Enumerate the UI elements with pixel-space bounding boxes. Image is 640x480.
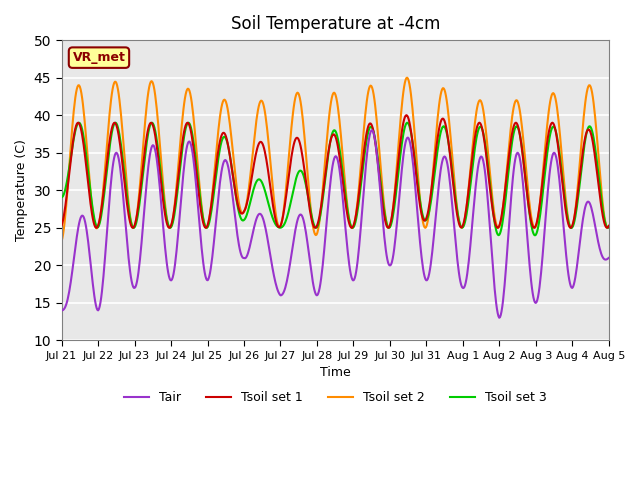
Legend: Tair, Tsoil set 1, Tsoil set 2, Tsoil set 3: Tair, Tsoil set 1, Tsoil set 2, Tsoil se… [119,386,551,409]
Y-axis label: Temperature (C): Temperature (C) [15,139,28,241]
Title: Soil Temperature at -4cm: Soil Temperature at -4cm [230,15,440,33]
Text: VR_met: VR_met [72,51,125,64]
X-axis label: Time: Time [320,366,351,379]
